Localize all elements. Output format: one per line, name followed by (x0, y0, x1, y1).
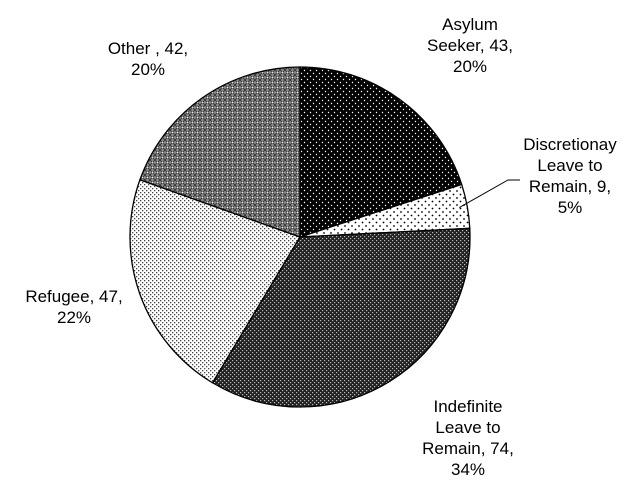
slice-label-line: 20% (131, 60, 165, 79)
slice-label-line: Asylum (442, 15, 498, 34)
slice-label-discretionay-leave-to-remain: Discretionay Leave to Remain, 9, 5% (523, 135, 617, 217)
slice-label-line: Remain, 74, (422, 439, 514, 458)
slice-label-line: 5% (558, 198, 583, 217)
pie-slice-refugee (129, 178, 301, 384)
slice-label-indefinite-leave-to-remain: Indefinite Leave to Remain, 74, 34% (422, 397, 514, 479)
slice-label-line: 22% (57, 308, 91, 327)
pie-slice-other (139, 66, 301, 238)
slice-label-refugee: Refugee, 47, 22% (25, 287, 122, 327)
pie-slice-asylum-seeker (299, 66, 463, 238)
slice-label-line: 34% (451, 460, 485, 479)
slice-label-line: Other , 42, (108, 39, 188, 58)
slice-label-line: Leave to (537, 156, 602, 175)
slice-label-line: Seeker, 43, (427, 36, 513, 55)
slice-label-line: Discretionay (523, 135, 617, 154)
leader-line (459, 179, 520, 209)
slice-label-line: Indefinite (434, 397, 503, 416)
slice-label-line: 20% (453, 57, 487, 76)
slice-label-other: Other , 42, 20% (108, 39, 188, 79)
slice-label-line: Remain, 9, (529, 177, 611, 196)
slice-label-line: Leave to (435, 418, 500, 437)
pie-slice-indefinite-leave-to-remain (211, 227, 471, 408)
slice-label-line: Refugee, 47, (25, 287, 122, 306)
slice-label-asylum-seeker: Asylum Seeker, 43, 20% (427, 15, 513, 76)
